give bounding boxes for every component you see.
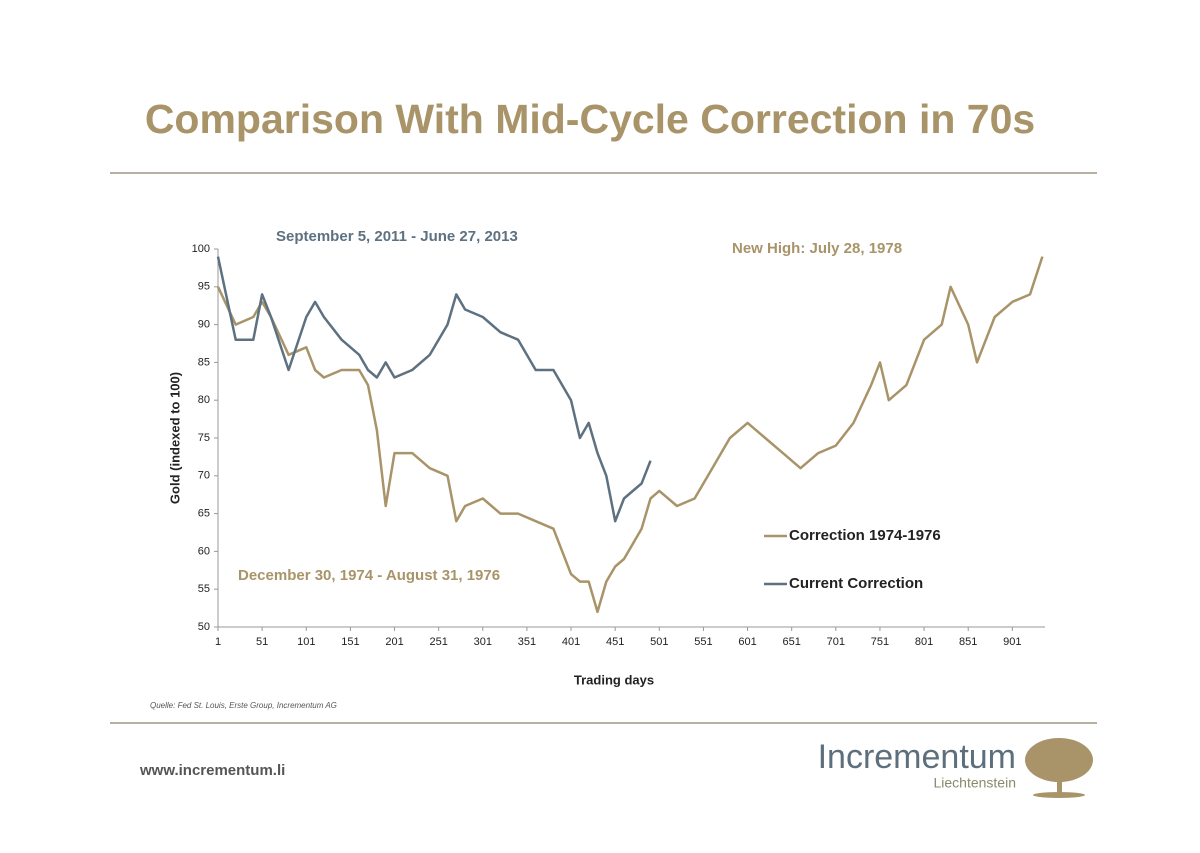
y-tick-label: 80 [198, 394, 210, 406]
legend-label: Correction 1974-1976 [789, 527, 941, 544]
logo-subtext: Liechtenstein [933, 775, 1016, 791]
annotation: New High: July 28, 1978 [732, 240, 902, 257]
slide-title: Comparison With Mid-Cycle Correction in … [145, 96, 1035, 142]
series-line [216, 256, 1044, 614]
y-tick-label: 100 [192, 243, 210, 255]
y-tick-label: 55 [198, 583, 210, 595]
x-tick-label: 101 [297, 636, 315, 648]
x-tick-label: 801 [915, 636, 933, 648]
y-tick-label: 50 [198, 621, 210, 633]
x-tick-label: 751 [871, 636, 889, 648]
y-tick-label: 75 [198, 432, 210, 444]
annotation: December 30, 1974 - August 31, 1976 [238, 567, 500, 584]
x-tick-label: 201 [385, 636, 403, 648]
x-tick-label: 601 [738, 636, 756, 648]
x-tick-label: 51 [256, 636, 268, 648]
x-tick-label: 151 [341, 636, 359, 648]
legend-label: Current Correction [789, 575, 923, 592]
x-tick-label: 551 [694, 636, 712, 648]
x-tick-label: 651 [783, 636, 801, 648]
x-axis-label: Trading days [574, 672, 654, 687]
x-tick-label: 301 [474, 636, 492, 648]
y-tick-label: 95 [198, 281, 210, 293]
x-tick-label: 901 [1003, 636, 1021, 648]
x-tick-label: 401 [562, 636, 580, 648]
y-tick-label: 70 [198, 470, 210, 482]
x-tick-label: 351 [518, 636, 536, 648]
y-axis-label: Gold (indexed to 100) [167, 372, 182, 504]
x-tick-label: 851 [959, 636, 977, 648]
y-tick-label: 65 [198, 508, 210, 520]
logo-text: Incrementum [818, 738, 1016, 776]
y-tick-label: 60 [198, 545, 210, 557]
x-tick-label: 251 [429, 636, 447, 648]
x-tick-label: 1 [215, 636, 221, 648]
annotation: September 5, 2011 - June 27, 2013 [276, 228, 518, 245]
y-tick-label: 85 [198, 356, 210, 368]
x-tick-label: 501 [650, 636, 668, 648]
footer-url: www.incrementum.li [139, 762, 285, 779]
x-tick-label: 701 [827, 636, 845, 648]
x-tick-label: 451 [606, 636, 624, 648]
y-tick-label: 90 [198, 319, 210, 331]
source: Quelle: Fed St. Louis, Erste Group, Incr… [150, 701, 337, 710]
logo-tree [1025, 738, 1093, 798]
series-line [216, 256, 652, 523]
